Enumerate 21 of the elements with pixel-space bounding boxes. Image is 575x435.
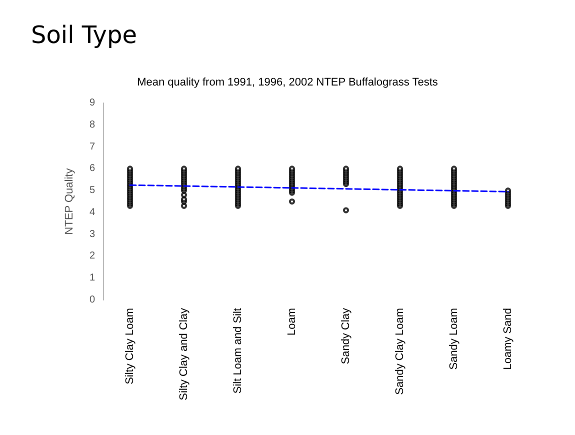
y-tick-label: 6 <box>89 163 96 174</box>
x-tick-label: Silty Clay Loam <box>124 308 136 384</box>
chart-title: Soil Type <box>31 21 138 49</box>
y-tick-label: 2 <box>89 250 96 262</box>
x-tick-label: Loam <box>286 308 298 336</box>
y-tick-label: 8 <box>89 119 96 130</box>
x-tick-label: Sandy Loam <box>448 308 460 370</box>
chart-subtitle: Mean quality from 1991, 1996, 2002 NTEP Buffalograss Tests <box>137 76 438 88</box>
y-tick-label: 3 <box>89 228 96 240</box>
y-tick-label: 4 <box>89 206 96 218</box>
x-tick-label: Silt Loam and Silt <box>232 308 244 394</box>
x-tick-label: Sandy Clay Loam <box>394 308 406 395</box>
y-axis-title: NTEP Quality <box>64 168 76 235</box>
x-tick-label: Loamy Sand <box>502 308 514 370</box>
y-tick-label: 7 <box>89 141 96 152</box>
y-tick-label: 0 <box>89 294 96 306</box>
y-tick-label: 1 <box>89 272 96 284</box>
y-tick-label: 9 <box>89 98 96 108</box>
x-tick-label: Silty Clay and Clay <box>178 308 190 400</box>
x-tick-label: Sandy Clay <box>340 308 352 364</box>
y-tick-label: 5 <box>89 185 96 196</box>
